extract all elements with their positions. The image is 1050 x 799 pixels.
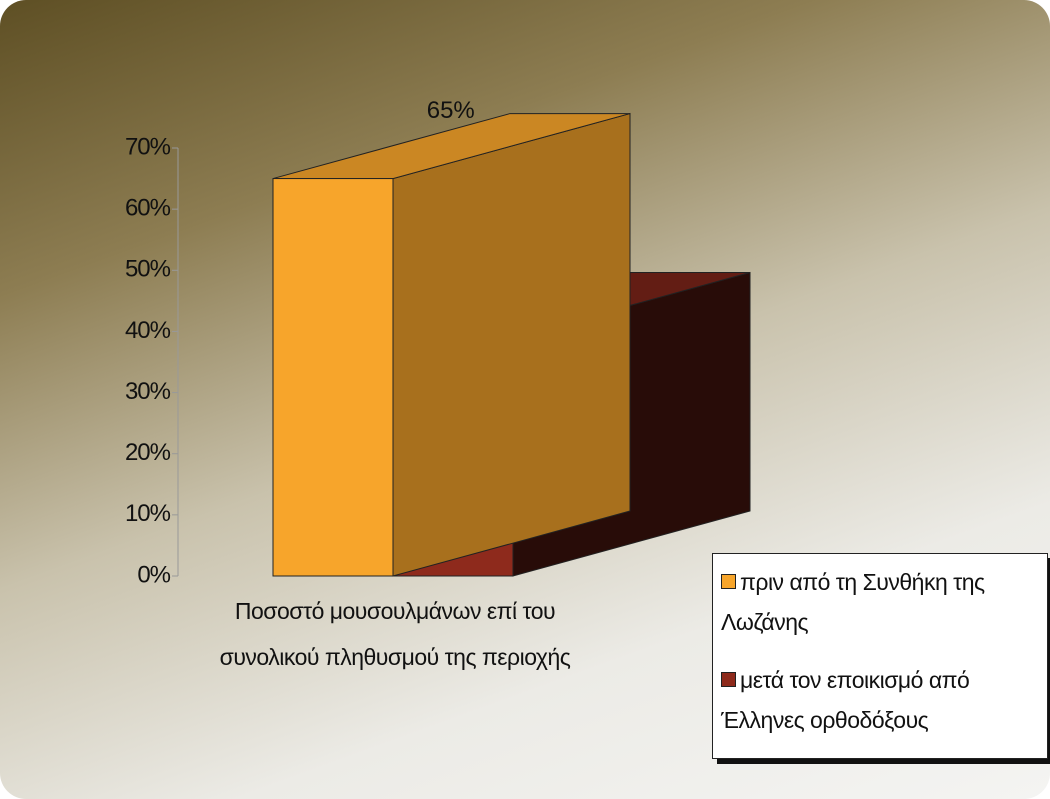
y-tick-label: 30% — [125, 378, 171, 405]
bar-front — [272, 178, 394, 577]
x-category-label: Ποσοστό μουσουλμάνων επί του συνολικού π… — [219, 598, 571, 670]
y-tick-label: 20% — [125, 439, 171, 466]
y-tick-label: 50% — [125, 256, 171, 283]
legend-label: πριν από τη Συνθήκη της Λωζάνης — [721, 569, 985, 635]
bar-side — [392, 112, 631, 577]
y-tick-label: 70% — [125, 133, 171, 160]
y-tick-label: 10% — [125, 500, 171, 527]
legend-swatch — [721, 672, 736, 687]
legend-swatch — [721, 574, 736, 589]
y-tick-label: 0% — [137, 561, 170, 588]
y-tick-label: 60% — [125, 194, 171, 221]
y-tick-label: 40% — [125, 317, 171, 344]
legend-item: μετά τον εποικισμό από Έλληνες ορθοδόξου… — [721, 660, 1046, 740]
legend-item: πριν από τη Συνθήκη της Λωζάνης — [721, 562, 1046, 642]
legend-label: μετά τον εποικισμό από Έλληνες ορθοδόξου… — [721, 667, 970, 733]
legend: πριν από τη Συνθήκη της Λωζάνης μετά τον … — [712, 553, 1048, 759]
value-label: 65% — [427, 97, 475, 124]
bar-3d — [272, 112, 631, 577]
